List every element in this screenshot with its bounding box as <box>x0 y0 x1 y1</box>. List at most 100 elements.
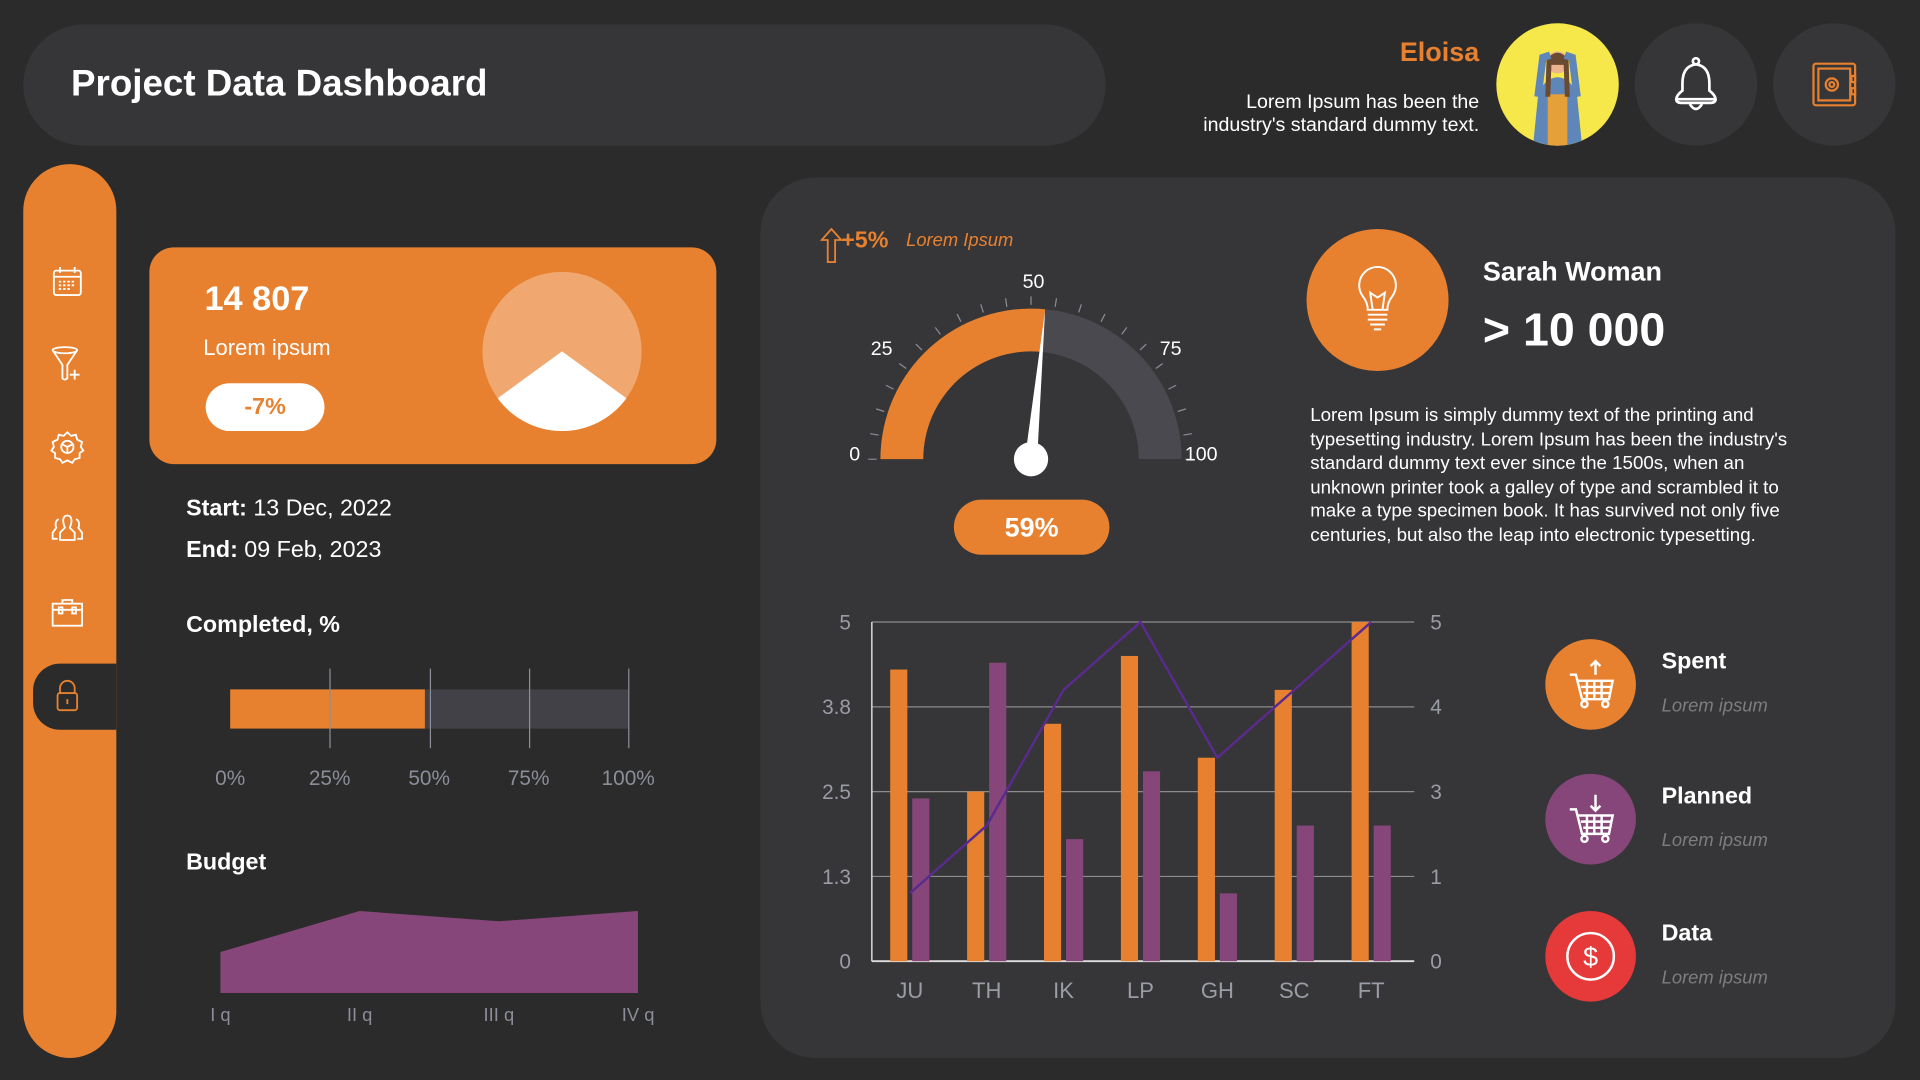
sidebar-item-calendar[interactable] <box>45 260 89 304</box>
x-axis-label: LP <box>1127 978 1154 1003</box>
avatar[interactable] <box>1496 23 1619 146</box>
bar-series-1 <box>1044 723 1062 962</box>
right-axis-tick: 0 <box>1430 951 1442 974</box>
sidebar-item-settings[interactable] <box>45 425 89 469</box>
gauge-tick <box>1155 362 1164 369</box>
legend-title: Planned <box>1661 783 1753 810</box>
progress-tick-label: 50% <box>408 766 451 790</box>
x-axis-label: FT <box>1358 978 1385 1003</box>
legend-icon-circle <box>1545 773 1636 865</box>
kpi-change-badge: -7% <box>205 383 325 432</box>
kpi-value: 14 807 <box>204 279 310 318</box>
gauge <box>868 296 1194 477</box>
bar-series-2 <box>1296 825 1314 962</box>
sidebar <box>23 164 117 1058</box>
right-axis-tick: 1 <box>1430 866 1442 889</box>
x-axis-label: JU <box>896 978 923 1003</box>
person-value: > 10 000 <box>1482 304 1666 357</box>
sidebar-item-filter[interactable] <box>45 342 89 386</box>
left-axis-tick: 0 <box>839 951 851 974</box>
gauge-tick <box>1100 313 1106 322</box>
person-name: Sarah Woman <box>1482 255 1663 287</box>
gauge-tick <box>1183 433 1192 436</box>
header-bar <box>23 24 1106 146</box>
kpi-pie <box>482 271 642 432</box>
x-axis-label: TH <box>972 978 1001 1003</box>
arrow-up-icon <box>820 227 843 263</box>
bell-icon <box>1674 56 1717 111</box>
sidebar-active-tab[interactable] <box>33 663 117 730</box>
sidebar-item-team[interactable] <box>45 507 89 551</box>
bar-series-2 <box>1373 825 1391 962</box>
combo-chart: 0 0 1.3 1 2.5 3 3.8 4 5 5 JU TH IK LP GH SC FT <box>822 611 1442 1003</box>
gauge-tick-label: 75 <box>1159 339 1182 361</box>
sidebar-item-lock[interactable] <box>45 673 89 717</box>
gauge-needle <box>1024 310 1046 460</box>
cart-up-icon <box>1569 659 1615 709</box>
bar-series-1 <box>1351 622 1369 962</box>
calendar-icon <box>52 266 82 297</box>
budget-axis-label: II q <box>346 1005 373 1027</box>
progress-tick-label: 25% <box>308 766 351 790</box>
start-value: 13 Dec, 2022 <box>253 495 392 522</box>
legend-icon-circle: $ <box>1545 911 1636 1002</box>
gauge-tick <box>1078 304 1082 313</box>
right-axis-tick: 4 <box>1430 696 1442 719</box>
kpi-label: Lorem ipsum <box>203 335 331 361</box>
progress-gridline <box>628 668 630 749</box>
idea-badge <box>1306 228 1449 372</box>
bar-series-2 <box>912 798 930 962</box>
safe-icon <box>1812 62 1857 107</box>
bar-series-1 <box>890 669 908 962</box>
legend-title: Data <box>1661 920 1713 947</box>
legend-subtitle: Lorem ipsum <box>1661 830 1768 852</box>
gauge-tick <box>870 433 879 436</box>
bar-series-2 <box>1066 839 1084 962</box>
budget-axis-label: IV q <box>621 1005 655 1027</box>
progress-fill <box>230 689 426 729</box>
sidebar-item-toolbox[interactable] <box>45 590 89 634</box>
safe-button[interactable] <box>1773 23 1896 146</box>
svg-text:$: $ <box>1583 942 1598 972</box>
pie-slice-highlight <box>497 351 627 432</box>
trend-value: +5% <box>841 227 889 254</box>
bar-series-2 <box>1142 771 1161 962</box>
line-series <box>908 620 1372 895</box>
progress-gridline <box>329 668 331 749</box>
funnel-plus-icon <box>51 346 80 381</box>
bar-series-2 <box>1219 893 1237 962</box>
left-axis-tick: 5 <box>839 611 851 634</box>
budget-title: Budget <box>186 849 267 876</box>
gauge-fill <box>880 308 1046 460</box>
user-desc-line: Lorem Ipsum has been the <box>1246 91 1480 113</box>
gauge-tick-label: 100 <box>1184 444 1218 466</box>
gauge-tick-label: 25 <box>870 339 893 361</box>
gauge-tick-label: 0 <box>849 444 861 466</box>
gauge-value-badge: 59% <box>953 499 1110 555</box>
budget-axis-label: I q <box>210 1005 231 1027</box>
bar-series-1 <box>1120 655 1139 962</box>
progress-gridline <box>429 668 431 749</box>
user-name[interactable]: Eloisa <box>1399 36 1480 68</box>
page-title: Project Data Dashboard <box>71 63 488 105</box>
gauge-tick <box>875 408 885 413</box>
progress-gridline <box>528 668 530 749</box>
bar-series-1 <box>1197 757 1215 962</box>
gauge-tick-label: 50 <box>1022 271 1045 293</box>
lock-icon <box>56 679 79 712</box>
bar-series-1 <box>967 791 985 962</box>
notifications-button[interactable] <box>1634 23 1758 146</box>
gauge-tick <box>980 304 984 313</box>
x-axis-label: IK <box>1053 978 1074 1003</box>
users-icon <box>51 514 83 541</box>
dollar-icon: $ <box>1566 931 1616 981</box>
legend-subtitle: Lorem ipsum <box>1661 695 1768 717</box>
gauge-needle-hub <box>1013 442 1049 477</box>
legend-title: Spent <box>1661 648 1727 675</box>
gauge-track <box>1041 309 1182 460</box>
end-date: End: 09 Feb, 2023 <box>186 538 381 565</box>
end-label: End: <box>186 537 238 564</box>
budget-area-chart <box>220 911 638 994</box>
gauge-tick <box>898 362 907 369</box>
legend-icon-circle <box>1545 639 1636 730</box>
